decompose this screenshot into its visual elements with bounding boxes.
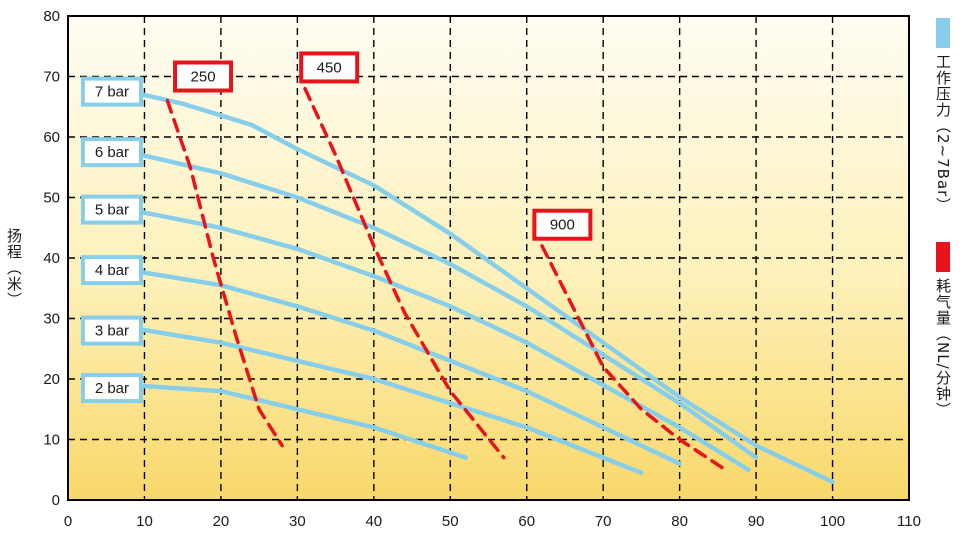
x-tick-label: 60 [518, 513, 535, 530]
x-tick-label: 70 [595, 513, 612, 530]
series-label-box-5-bar [80, 194, 143, 225]
series-label-box-250 [173, 60, 234, 93]
series-line-6-bar [126, 149, 759, 460]
y-tick-label: 70 [43, 69, 60, 86]
y-tick-label: 20 [43, 371, 60, 388]
series-label-7-bar: 7 bar [95, 84, 129, 101]
plot-frame [67, 15, 910, 501]
legend-swatch-pressure [936, 18, 950, 48]
series-line-250 [165, 98, 284, 448]
grid [68, 16, 909, 500]
y-axis-ticks: 0 10 20 30 40 50 60 70 80 [43, 8, 60, 509]
series-label-4-bar: 4 bar [95, 262, 129, 279]
legend-swatch-air [936, 242, 950, 272]
series-line-7-bar [126, 89, 835, 485]
y-axis-label: 扬程（米） [5, 228, 23, 308]
x-tick-label: 100 [820, 513, 845, 530]
y-tick-label: 0 [52, 492, 60, 509]
x-tick-label: 30 [289, 513, 306, 530]
series-label-box-6-bar [80, 137, 143, 168]
series-label-900: 900 [550, 217, 575, 234]
x-tick-label: 110 [897, 513, 921, 530]
y-tick-label: 30 [43, 311, 60, 328]
x-tick-label: 10 [136, 513, 153, 530]
series-label-box-4-bar [80, 255, 143, 286]
series-label-3-bar: 3 bar [95, 323, 129, 340]
series-label-5-bar: 5 bar [95, 202, 129, 219]
y-tick-label: 60 [43, 129, 60, 146]
series-label-6-bar: 6 bar [95, 144, 129, 161]
x-tick-label: 80 [671, 513, 688, 530]
series-label-box-450 [299, 51, 360, 84]
series-line-3-bar [126, 325, 644, 476]
series-label-box-3-bar [80, 315, 143, 346]
x-tick-label: 20 [213, 513, 230, 530]
y-tick-label: 10 [43, 432, 60, 449]
series-line-450 [303, 86, 506, 460]
x-tick-label: 40 [365, 513, 382, 530]
series-label-layer: 7 bar 6 bar 5 bar 4 bar 3 bar 2 bar 250 450 900 [80, 51, 593, 404]
series-line-5-bar [126, 207, 751, 473]
y-tick-label: 40 [43, 250, 60, 267]
x-axis-ticks: 0 10 20 30 40 50 60 70 80 90 100 110 [64, 513, 921, 530]
series-label-450: 450 [317, 59, 342, 76]
series-line-2-bar [126, 382, 468, 460]
series-label-box-900 [532, 208, 593, 241]
series-label-box-2-bar [80, 373, 143, 404]
series-layer [126, 86, 835, 485]
x-tick-label: 90 [748, 513, 765, 530]
y-tick-label: 50 [43, 190, 60, 207]
legend-label-air: 耗气量（NL/分钟） [934, 278, 952, 418]
y-tick-label: 80 [43, 8, 60, 25]
legend-label-pressure: 工作压力（2~7Bar） [934, 54, 952, 214]
x-tick-label: 50 [442, 513, 459, 530]
series-label-2-bar: 2 bar [95, 380, 129, 397]
series-line-4-bar [126, 267, 682, 466]
series-label-250: 250 [191, 69, 216, 86]
series-line-900 [540, 244, 728, 472]
series-label-box-7-bar [80, 76, 143, 107]
x-tick-label: 0 [64, 513, 72, 530]
